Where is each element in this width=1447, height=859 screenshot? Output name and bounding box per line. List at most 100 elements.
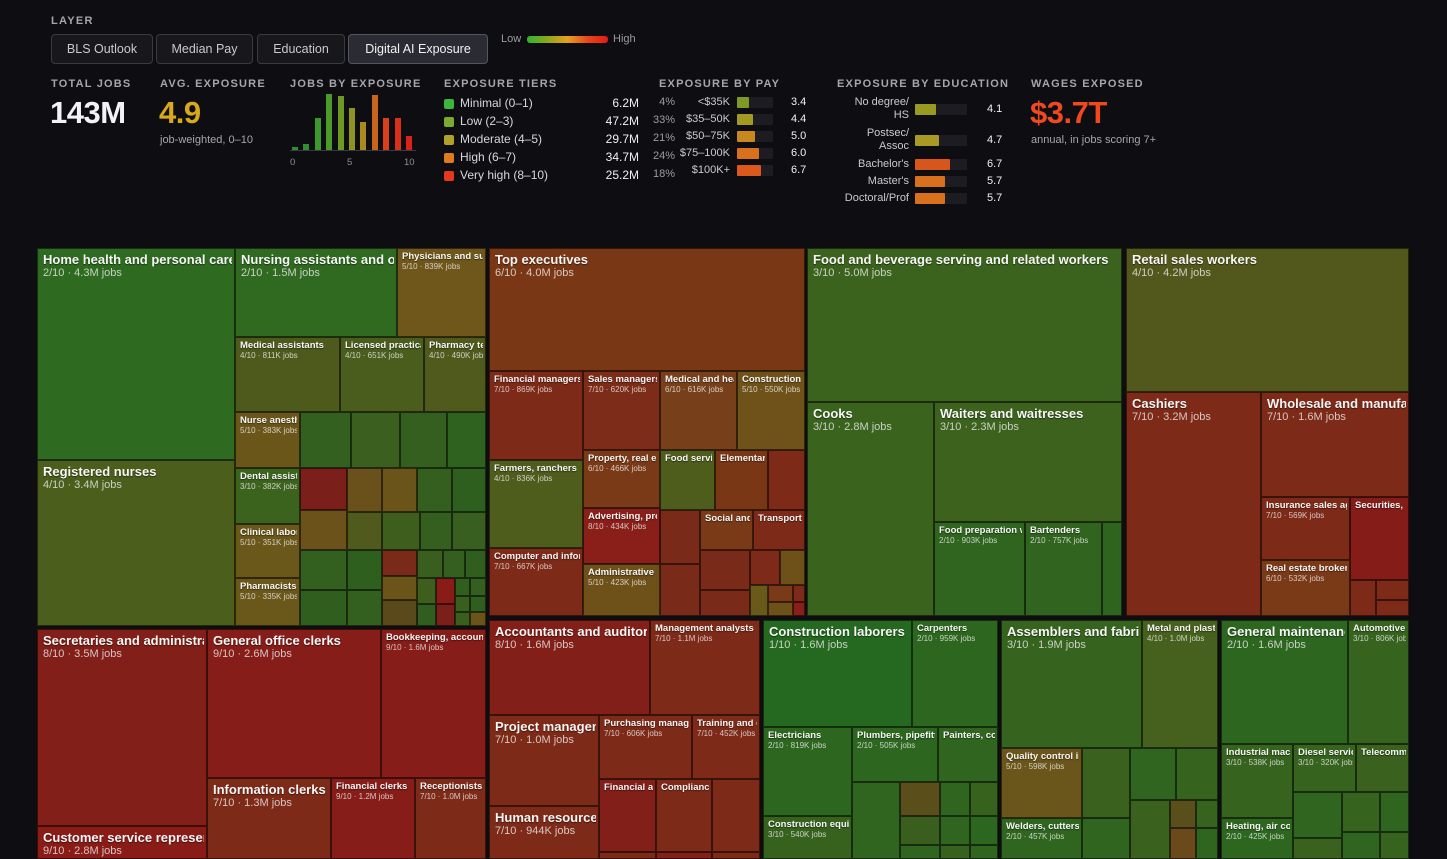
treemap-cell[interactable] [970,816,998,845]
treemap-cell[interactable] [793,585,805,602]
treemap-cell[interactable]: Receptionists 7/10 · 1.0M jobs [415,778,486,859]
treemap-cell[interactable] [1102,522,1122,616]
treemap-cell[interactable] [940,782,970,816]
treemap-cell[interactable]: Social and community [700,510,753,550]
treemap-cell[interactable] [1376,600,1409,616]
treemap-cell[interactable] [1170,828,1196,859]
treemap-cell[interactable] [1082,818,1130,859]
treemap-cell[interactable]: Cooks 3/10 · 2.8M jobs [807,402,934,616]
treemap-cell[interactable] [852,782,900,859]
treemap-cell[interactable]: Construction managers5/10 · 550K jobs [737,371,805,450]
layer-button-digital-ai-exposure[interactable]: Digital AI Exposure [348,34,488,64]
treemap-cell[interactable]: Physicians and surgeons5/10 · 839K jobs [397,248,486,337]
treemap-cell[interactable] [1176,748,1218,800]
treemap-cell[interactable]: Construction laborers 1/10 · 1.6M jobs [763,620,912,727]
treemap-cell[interactable] [900,816,940,845]
treemap-cell[interactable]: Retail sales workers 4/10 · 4.2M jobs [1126,248,1409,392]
treemap-cell[interactable] [700,550,750,590]
treemap-cell[interactable] [382,468,417,512]
treemap-cell[interactable] [300,510,347,550]
treemap-cell[interactable]: Assemblers and fabricators3/10 · 1.9M jo… [1001,620,1142,748]
treemap-cell[interactable] [351,412,400,468]
treemap-cell[interactable] [400,412,447,468]
treemap-cell[interactable] [768,450,805,510]
treemap-cell[interactable]: Securities, commodities [1350,497,1409,580]
treemap-cell[interactable] [660,510,700,564]
layer-button-median-pay[interactable]: Median Pay [156,34,253,64]
treemap-cell[interactable] [470,578,486,596]
treemap-cell[interactable]: Painters, construction [938,727,998,782]
treemap-cell[interactable] [1196,828,1218,859]
treemap-cell[interactable]: Bartenders 2/10 · 757K jobs [1025,522,1102,616]
treemap-cell[interactable] [417,468,452,512]
treemap-cell[interactable] [712,852,760,859]
treemap-cell[interactable]: Advertising, promotions8/10 · 434K jobs [583,508,660,564]
treemap-cell[interactable]: Customer service representatives9/10 · 2… [37,826,207,859]
treemap-cell[interactable] [470,612,486,626]
treemap-cell[interactable] [660,564,700,616]
treemap-cell[interactable]: Automotive technicians3/10 · 806K jobs [1348,620,1409,744]
treemap-cell[interactable]: General maintenance and repair2/10 · 1.6… [1221,620,1348,744]
treemap-cell[interactable]: Heating, air conditioning2/10 · 425K job… [1221,818,1293,859]
treemap-cell[interactable]: Financial clerks 9/10 · 1.2M jobs [331,778,415,859]
treemap-cell[interactable] [768,602,793,616]
treemap-cell[interactable] [347,468,382,512]
treemap-cell[interactable] [793,602,805,616]
treemap-cell[interactable]: Computer and information7/10 · 667K jobs [489,548,583,616]
treemap-cell[interactable]: Insurance sales agents7/10 · 569K jobs [1261,497,1350,560]
treemap-cell[interactable] [1380,792,1409,832]
treemap-cell[interactable] [940,816,970,845]
treemap-cell[interactable]: Metal and plastic4/10 · 1.0M jobs [1142,620,1218,748]
treemap-cell[interactable]: Compliance officers [656,779,712,852]
treemap-cell[interactable]: Human resources specialists7/10 · 944K j… [489,806,599,859]
treemap-cell[interactable]: Plumbers, pipefitters2/10 · 505K jobs [852,727,938,782]
treemap-cell[interactable]: General office clerks 9/10 · 2.6M jobs [207,629,381,778]
treemap-cell[interactable] [1082,748,1130,818]
treemap-cell[interactable] [470,596,486,612]
treemap-cell[interactable] [1293,838,1342,859]
treemap-cell[interactable] [599,852,656,859]
treemap-cell[interactable]: Nurse anesthetists5/10 · 383K jobs [235,412,300,468]
treemap-cell[interactable]: Quality control inspectors5/10 · 598K jo… [1001,748,1082,818]
treemap-cell[interactable]: Clinical laboratory5/10 · 351K jobs [235,524,300,578]
treemap-cell[interactable] [712,779,760,852]
treemap-cell[interactable]: Food preparation workers2/10 · 903K jobs [934,522,1025,616]
treemap-cell[interactable] [417,578,436,604]
treemap-cell[interactable] [1376,580,1409,600]
treemap-cell[interactable]: Diesel service technicians3/10 · 320K jo… [1293,744,1356,792]
treemap-cell[interactable] [417,604,436,626]
treemap-cell[interactable]: Cashiers 7/10 · 3.2M jobs [1126,392,1261,616]
treemap-cell[interactable] [447,412,486,468]
treemap-cell[interactable]: Wholesale and manufacturing7/10 · 1.6M j… [1261,392,1409,497]
treemap-cell[interactable]: Food and beverage serving and related wo… [807,248,1122,402]
treemap-cell[interactable]: Home health and personal care aides2/10 … [37,248,235,460]
treemap-cell[interactable] [940,845,970,859]
treemap-cell[interactable] [382,576,417,600]
treemap-cell[interactable] [768,585,793,602]
treemap-cell[interactable] [347,590,382,626]
treemap-cell[interactable]: Transportation [753,510,805,550]
treemap-cell[interactable]: Management analysts 7/10 · 1.1M jobs [650,620,760,715]
treemap-cell[interactable] [452,468,486,512]
treemap-cell[interactable] [465,550,486,578]
treemap-cell[interactable]: Telecommunications [1356,744,1409,792]
treemap-cell[interactable]: Secretaries and administrative assistant… [37,629,207,826]
treemap-cell[interactable] [1342,792,1380,832]
treemap-cell[interactable] [347,550,382,590]
treemap-cell[interactable]: Financial managers 7/10 · 869K jobs [489,371,583,460]
treemap-cell[interactable] [750,585,768,616]
treemap-cell[interactable]: Farmers, ranchers 4/10 · 836K jobs [489,460,583,548]
treemap-cell[interactable]: Waiters and waitresses 3/10 · 2.3M jobs [934,402,1122,522]
treemap-cell[interactable] [750,550,780,585]
treemap-cell[interactable] [780,550,805,585]
treemap-cell[interactable]: Pharmacy technicians4/10 · 490K jobs [424,337,486,412]
treemap-cell[interactable]: Electricians 2/10 · 819K jobs [763,727,852,816]
treemap-cell[interactable]: Training and development7/10 · 452K jobs [692,715,760,779]
treemap-cell[interactable] [382,512,420,550]
treemap-cell[interactable]: Elementary [715,450,768,510]
treemap-cell[interactable] [300,550,347,590]
treemap-cell[interactable]: Information clerks 7/10 · 1.3M jobs [207,778,331,859]
treemap-cell[interactable] [443,550,465,578]
treemap-cell[interactable]: Financial analysts [599,779,656,852]
